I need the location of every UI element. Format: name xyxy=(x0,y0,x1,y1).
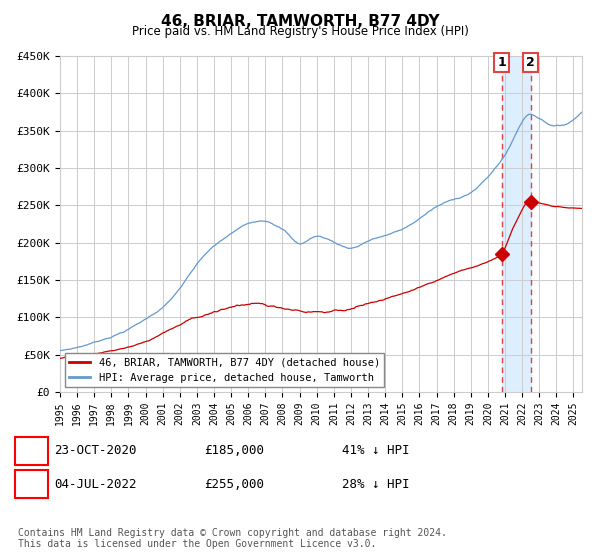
Text: 41% ↓ HPI: 41% ↓ HPI xyxy=(342,444,409,458)
Text: 04-JUL-2022: 04-JUL-2022 xyxy=(54,478,137,491)
Text: 1: 1 xyxy=(28,444,35,458)
Text: £185,000: £185,000 xyxy=(204,444,264,458)
Text: 23-OCT-2020: 23-OCT-2020 xyxy=(54,444,137,458)
Text: 28% ↓ HPI: 28% ↓ HPI xyxy=(342,478,409,491)
Text: 1: 1 xyxy=(497,56,506,69)
Bar xyxy=(502,56,530,392)
Text: 46, BRIAR, TAMWORTH, B77 4DY: 46, BRIAR, TAMWORTH, B77 4DY xyxy=(161,14,439,29)
Text: 2: 2 xyxy=(28,478,35,491)
Text: Price paid vs. HM Land Registry's House Price Index (HPI): Price paid vs. HM Land Registry's House … xyxy=(131,25,469,38)
Legend: 46, BRIAR, TAMWORTH, B77 4DY (detached house), HPI: Average price, detached hous: 46, BRIAR, TAMWORTH, B77 4DY (detached h… xyxy=(65,353,384,387)
Text: Contains HM Land Registry data © Crown copyright and database right 2024.
This d: Contains HM Land Registry data © Crown c… xyxy=(18,528,447,549)
Text: £255,000: £255,000 xyxy=(204,478,264,491)
Text: 2: 2 xyxy=(526,56,535,69)
